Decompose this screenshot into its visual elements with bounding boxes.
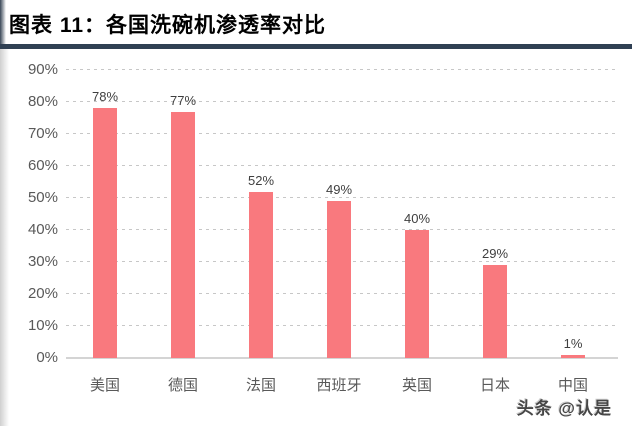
bar-column-5: 29% <box>456 70 534 358</box>
bar-6 <box>561 354 585 358</box>
y-tick-label-80: 80% <box>27 93 58 110</box>
gridline-80 <box>66 101 618 102</box>
bar-2 <box>249 191 273 358</box>
bar-column-2: 52% <box>222 70 300 358</box>
bar-5 <box>483 265 507 358</box>
bar-1 <box>171 111 195 358</box>
y-tick-label-40: 40% <box>27 221 58 238</box>
x-label-0: 美国 <box>89 377 120 394</box>
bar-column-3: 49% <box>300 70 378 358</box>
data-label-0: 78% <box>91 89 119 105</box>
gridline-70 <box>66 133 618 134</box>
x-label-4: 英国 <box>401 377 432 394</box>
y-tick-label-0: 0% <box>36 349 58 366</box>
y-tick-label-50: 50% <box>27 189 58 206</box>
x-label-2: 法国 <box>245 377 276 394</box>
x-label-5: 日本 <box>479 377 510 394</box>
gridline-60 <box>66 165 618 166</box>
y-tick-label-30: 30% <box>27 253 58 270</box>
x-label-6: 中国 <box>557 377 588 394</box>
data-label-3: 49% <box>325 182 353 198</box>
figure-title: 图表 11：各国洗碗机渗透率对比 <box>9 14 327 37</box>
page-edge-shadow-top <box>0 0 6 44</box>
page-edge-shadow-bottom <box>0 49 9 426</box>
data-label-2: 52% <box>247 172 275 188</box>
gridline-90 <box>66 69 618 70</box>
y-tick-label-10: 10% <box>27 317 58 334</box>
data-label-5: 29% <box>481 246 509 262</box>
y-tick-label-20: 20% <box>27 285 58 302</box>
bar-0 <box>93 108 117 358</box>
x-label-1: 德国 <box>167 377 198 394</box>
x-label-3: 西班牙 <box>316 377 362 394</box>
x-axis-labels: 美国 德国 法国 西班牙 英国 日本 中国 <box>66 374 612 395</box>
y-tick-label-90: 90% <box>27 61 58 78</box>
bar-column-4: 40% <box>378 70 456 358</box>
x-axis-line <box>66 357 618 359</box>
bar-4 <box>405 230 429 358</box>
watermark: 头条 @认是 <box>516 399 612 418</box>
plot-area: 78% 77% 52% 49% 40% 29% 1% <box>66 70 612 358</box>
y-tick-label-60: 60% <box>27 157 58 174</box>
bar-column-1: 77% <box>144 70 222 358</box>
bar-3 <box>327 201 351 358</box>
title-divider <box>0 44 632 49</box>
gridline-50 <box>66 197 618 198</box>
data-label-4: 40% <box>403 211 431 226</box>
bar-column-0: 78% <box>66 70 144 358</box>
bar-column-6: 1% <box>534 70 612 358</box>
y-tick-label-70: 70% <box>27 125 58 142</box>
data-label-6: 1% <box>563 335 583 351</box>
data-label-1: 77% <box>169 92 197 108</box>
